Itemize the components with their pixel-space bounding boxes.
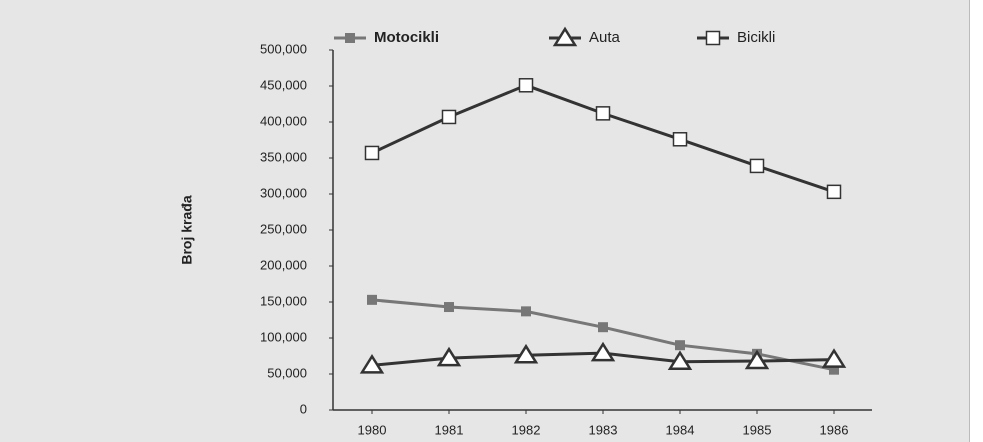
data-point — [667, 350, 693, 371]
data-point — [441, 109, 457, 125]
legend-marker — [705, 30, 721, 46]
legend-label: Motocikli — [374, 29, 439, 46]
legend-marker — [345, 33, 355, 43]
x-tick-label: 1981 — [435, 422, 464, 437]
x-tick-label: 1984 — [666, 422, 695, 437]
x-tick-label: 1983 — [589, 422, 618, 437]
data-point — [364, 145, 380, 161]
legend-label: Bicikli — [737, 29, 775, 46]
y-tick-label: 100,000 — [260, 329, 307, 344]
data-point — [821, 348, 847, 368]
x-tick-label: 1986 — [820, 422, 849, 437]
data-point — [744, 349, 770, 370]
y-tick-label: 50,000 — [267, 365, 307, 380]
y-tick-label: 300,000 — [260, 185, 307, 200]
y-tick-label: 350,000 — [260, 149, 307, 164]
y-tick-label: 400,000 — [260, 113, 307, 128]
data-point — [436, 346, 462, 367]
data-point — [829, 364, 839, 375]
data-point — [359, 354, 385, 374]
y-axis-label: Broj krađa — [179, 195, 195, 264]
y-tick-label: 500,000 — [260, 41, 307, 56]
y-tick-label: 450,000 — [260, 77, 307, 92]
data-point — [598, 322, 608, 333]
y-tick-label: 150,000 — [260, 293, 307, 308]
legend-label: Auta — [589, 29, 621, 46]
data-point — [444, 302, 454, 313]
legend-marker — [552, 26, 578, 47]
y-tick-label: 0 — [300, 401, 307, 416]
y-tick-label: 200,000 — [260, 257, 307, 272]
data-point — [590, 341, 616, 362]
x-tick-label: 1982 — [512, 422, 541, 437]
data-point — [595, 106, 611, 121]
x-tick-label: 1980 — [358, 422, 387, 437]
y-tick-label: 250,000 — [260, 221, 307, 236]
data-point — [518, 78, 534, 93]
data-point — [675, 340, 685, 351]
data-point — [367, 294, 377, 305]
x-tick-label: 1985 — [743, 422, 772, 437]
data-point — [826, 184, 842, 200]
data-point — [672, 132, 688, 147]
data-point — [749, 158, 765, 174]
data-point — [521, 306, 531, 317]
data-point — [513, 343, 539, 364]
